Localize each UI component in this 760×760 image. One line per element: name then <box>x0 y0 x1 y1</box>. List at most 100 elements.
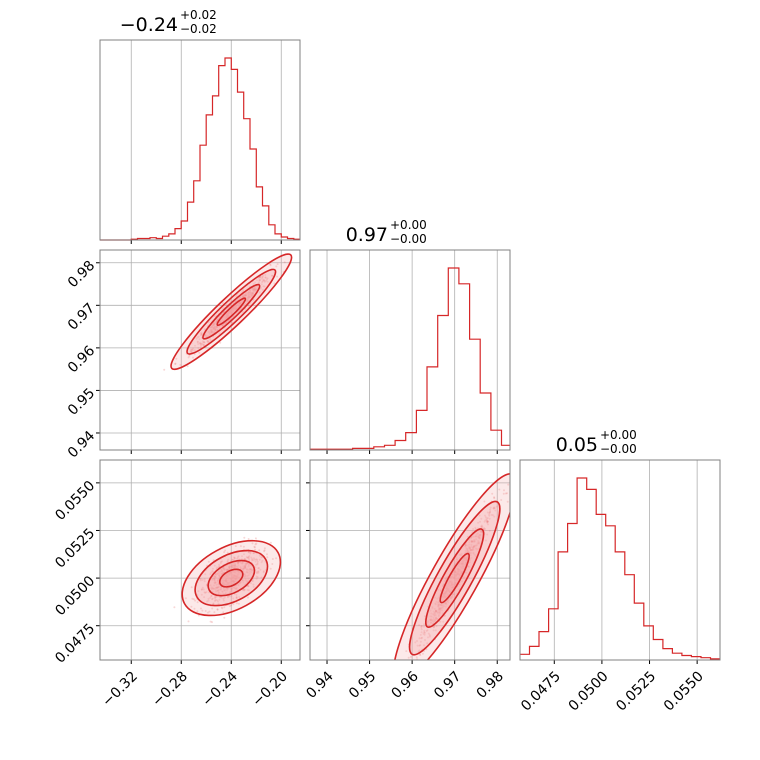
scatter-point <box>198 351 201 354</box>
scatter-point <box>212 559 215 562</box>
scatter-point <box>249 568 252 571</box>
scatter-point <box>218 316 221 318</box>
scatter-point <box>243 536 246 539</box>
scatter-point <box>432 626 435 629</box>
scatter-point <box>262 571 265 574</box>
scatter-point <box>214 327 217 330</box>
scatter-point <box>466 550 469 553</box>
scatter-point <box>247 574 250 577</box>
scatter-point <box>428 635 431 638</box>
scatter-point <box>432 625 435 628</box>
scatter-point <box>214 588 217 591</box>
scatter-point <box>423 615 426 618</box>
scatter-point <box>213 327 216 330</box>
scatter-point <box>441 604 444 607</box>
scatter-point <box>218 572 221 575</box>
scatter-point <box>503 489 505 492</box>
scatter-point <box>474 535 477 538</box>
y-tick-label: 0.97 <box>65 300 98 333</box>
scatter-point <box>247 295 250 298</box>
scatter-point <box>213 315 216 317</box>
scatter-point <box>254 543 257 546</box>
panel-background <box>520 460 720 660</box>
scatter-point <box>265 278 268 281</box>
scatter-point <box>478 534 481 537</box>
x-tick-labels-1: 0.94 0.95 0.96 0.97 0.98 <box>303 668 507 701</box>
scatter-point <box>252 282 255 285</box>
scatter-point <box>445 603 448 606</box>
scatter-point <box>483 500 486 503</box>
scatter-point <box>233 556 235 559</box>
scatter-point <box>220 570 223 573</box>
scatter-point <box>245 563 248 565</box>
scatter-point <box>219 593 222 596</box>
scatter-point <box>174 363 177 365</box>
scatter-point <box>470 540 473 543</box>
scatter-point <box>420 625 423 628</box>
scatter-point <box>455 558 458 561</box>
scatter-point <box>271 563 274 565</box>
scatter-point <box>241 589 244 592</box>
scatter-point <box>431 606 434 608</box>
scatter-point <box>209 326 212 329</box>
grid-lines <box>553 460 698 660</box>
scatter-point <box>226 589 228 592</box>
scatter-point <box>210 595 213 598</box>
y-tick-label: 0.95 <box>65 385 98 418</box>
scatter-point <box>493 506 496 509</box>
scatter-point <box>264 279 267 282</box>
scatter-point <box>472 546 475 549</box>
scatter-point <box>212 324 215 326</box>
scatter-point <box>223 322 226 325</box>
scatter-point <box>437 605 440 608</box>
scatter-point <box>252 557 255 560</box>
scatter-point <box>198 342 201 345</box>
scatter-point <box>434 602 437 605</box>
scatter-point <box>214 582 216 585</box>
scatter-point <box>210 330 213 333</box>
scatter-point <box>214 573 217 576</box>
scatter-point <box>233 556 236 559</box>
scatter-point <box>203 596 206 599</box>
scatter-point <box>184 597 187 600</box>
scatter-point <box>211 326 214 329</box>
scatter-point <box>483 520 486 523</box>
scatter-point <box>276 263 279 266</box>
scatter-point <box>213 326 216 329</box>
scatter-point <box>232 564 234 567</box>
scatter-point <box>251 558 254 561</box>
scatter-point <box>244 575 247 578</box>
scatter-point <box>431 620 434 623</box>
scatter-point <box>405 650 408 653</box>
scatter-point <box>225 568 228 571</box>
scatter-point <box>213 330 215 333</box>
scatter-point <box>416 644 419 647</box>
scatter-point <box>245 579 248 582</box>
scatter-point <box>502 492 505 495</box>
scatter-point <box>212 325 215 328</box>
scatter-point <box>473 545 475 548</box>
scatter-point <box>259 278 262 281</box>
scatter-point <box>231 564 234 567</box>
scatter-point <box>261 276 264 279</box>
scatter-point <box>244 558 247 561</box>
scatter-point <box>476 542 479 545</box>
scatter-point <box>226 568 229 571</box>
scatter-point <box>200 331 203 334</box>
scatter-point <box>237 561 240 564</box>
scatter-point <box>250 568 253 571</box>
grid-lines <box>310 460 510 660</box>
scatter-point <box>433 613 436 616</box>
scatter-point <box>430 618 433 621</box>
scatter-point <box>256 560 259 563</box>
scatter-point <box>203 580 206 583</box>
scatter-point <box>218 565 221 568</box>
scatter-point <box>444 605 447 608</box>
scatter-point <box>199 341 202 344</box>
scatter-point <box>211 323 214 326</box>
scatter-point <box>258 279 261 282</box>
scatter-point <box>234 564 237 567</box>
scatter-point <box>437 603 440 606</box>
scatter-point <box>231 565 234 568</box>
scatter-point <box>456 558 458 561</box>
